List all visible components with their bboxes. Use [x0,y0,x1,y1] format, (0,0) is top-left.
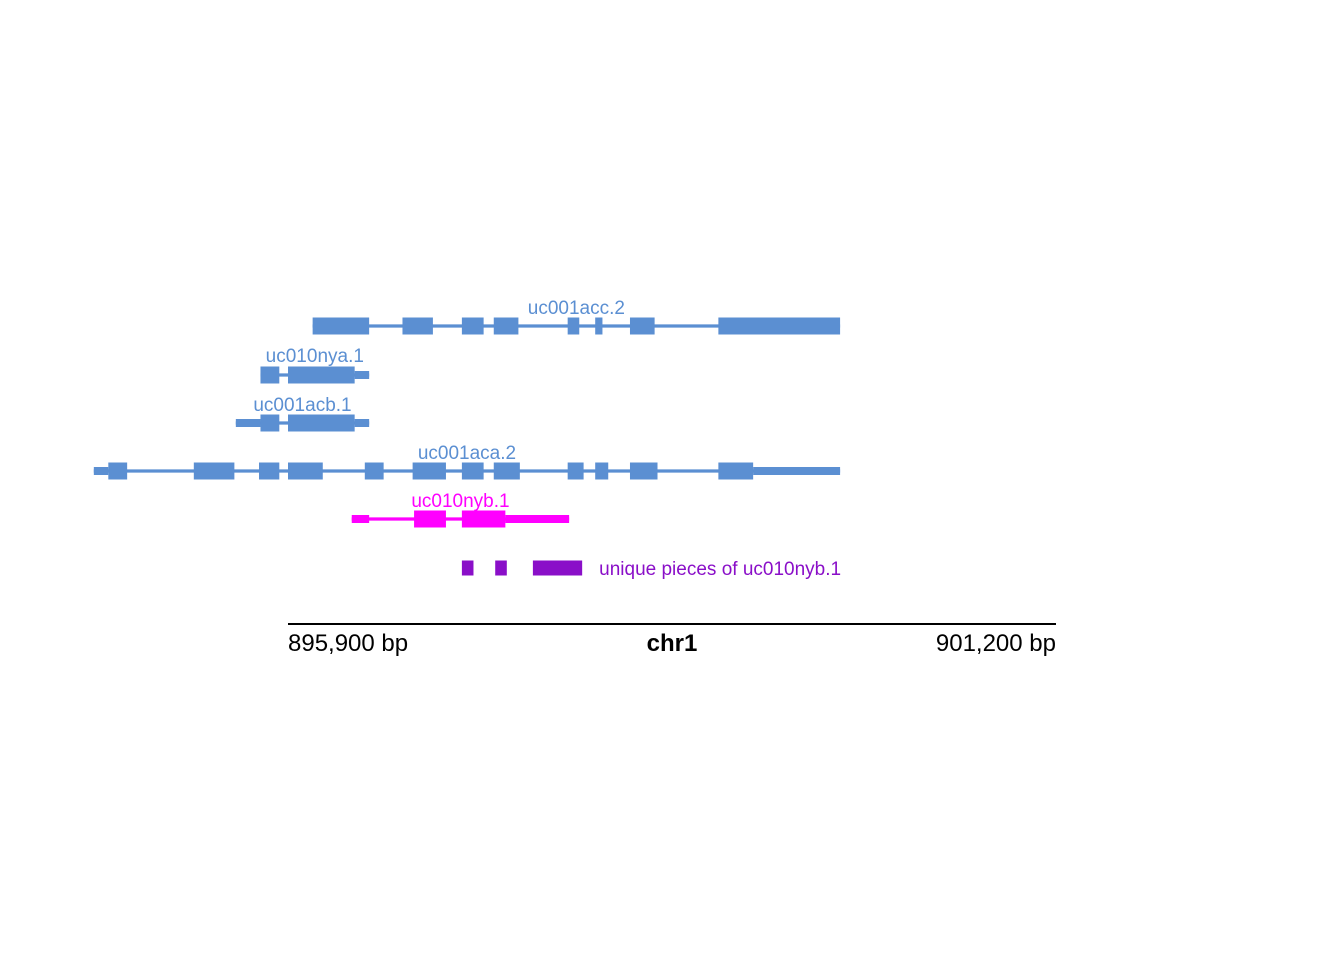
utr-block [351,515,370,523]
exon-block [595,462,609,480]
exon-block [718,317,841,335]
transcript-label: uc001acc.2 [528,298,625,319]
transcript-uc010nyb-1: uc010nyb.1 [351,491,570,528]
exon-block [629,462,658,480]
utr-block [753,467,841,475]
exon-block [461,462,484,480]
exon-block [493,462,520,480]
transcript-label: uc001acb.1 [253,395,351,416]
exon-block [288,462,323,480]
exon-block [412,462,446,480]
transcript-uc001aca-2: uc001aca.2 [93,443,841,480]
transcript-uc001acc-2: uc001acc.2 [312,298,841,335]
exon-block [288,366,355,384]
exon-block [108,462,128,480]
unique-piece-block [461,560,474,576]
transcript-label: uc010nya.1 [266,346,364,367]
transcript-uc010nya-1: uc010nya.1 [260,346,370,384]
exon-block [493,317,519,335]
transcript-uc001acb-1: uc001acb.1 [235,395,370,432]
utr-block [354,419,370,427]
utr-block [235,419,261,427]
utr-block [93,467,109,475]
exon-block [402,317,433,335]
exon-block [718,462,754,480]
exon-block [567,317,580,335]
genome-axis: 895,900 bp chr1 901,200 bp [288,623,1056,657]
exon-block [312,317,370,335]
axis-chromosome-label: chr1 [647,630,698,657]
exon-block [364,462,384,480]
exon-block [461,510,506,528]
unique-pieces-label: unique pieces of uc010nyb.1 [599,559,841,580]
exon-block [193,462,235,480]
exon-block [259,462,280,480]
exon-block [595,317,603,335]
exon-block [260,366,280,384]
axis-start-label: 895,900 bp [288,630,408,657]
utr-block [354,371,370,379]
unique-pieces-track: unique pieces of uc010nyb.1 [461,559,841,580]
exon-block [461,317,484,335]
transcript-label: uc001aca.2 [418,443,516,464]
exon-block [567,462,584,480]
transcript-label: uc010nyb.1 [411,491,509,512]
exon-block [288,414,355,432]
axis-end-label: 901,200 bp [936,630,1056,657]
exon-block [629,317,655,335]
unique-piece-block [495,560,507,576]
unique-piece-block [532,560,583,576]
exon-block [414,510,446,528]
exon-block [260,414,280,432]
utr-block [505,515,570,523]
